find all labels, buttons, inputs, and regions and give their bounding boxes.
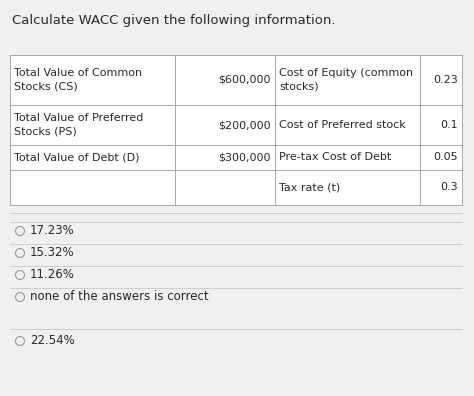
Text: Tax rate (t): Tax rate (t) bbox=[279, 183, 340, 192]
Text: none of the answers is correct: none of the answers is correct bbox=[30, 291, 209, 303]
Text: 11.26%: 11.26% bbox=[30, 268, 75, 282]
Text: 0.1: 0.1 bbox=[440, 120, 458, 130]
Text: Cost of Equity (common
stocks): Cost of Equity (common stocks) bbox=[279, 69, 413, 91]
Text: Total Value of Debt (D): Total Value of Debt (D) bbox=[14, 152, 139, 162]
Text: 0.23: 0.23 bbox=[433, 75, 458, 85]
Text: Pre-tax Cost of Debt: Pre-tax Cost of Debt bbox=[279, 152, 391, 162]
Text: Total Value of Common
Stocks (CS): Total Value of Common Stocks (CS) bbox=[14, 69, 142, 91]
Text: 0.05: 0.05 bbox=[433, 152, 458, 162]
Text: 15.32%: 15.32% bbox=[30, 246, 74, 259]
Text: Total Value of Preferred
Stocks (PS): Total Value of Preferred Stocks (PS) bbox=[14, 113, 143, 137]
Text: $200,000: $200,000 bbox=[219, 120, 271, 130]
Text: 22.54%: 22.54% bbox=[30, 335, 75, 348]
Text: Cost of Preferred stock: Cost of Preferred stock bbox=[279, 120, 406, 130]
Bar bbox=[10, 55, 462, 205]
Text: Calculate WACC given the following information.: Calculate WACC given the following infor… bbox=[12, 14, 336, 27]
Text: $600,000: $600,000 bbox=[219, 75, 271, 85]
Text: $300,000: $300,000 bbox=[219, 152, 271, 162]
Text: 0.3: 0.3 bbox=[440, 183, 458, 192]
Text: 17.23%: 17.23% bbox=[30, 225, 75, 238]
